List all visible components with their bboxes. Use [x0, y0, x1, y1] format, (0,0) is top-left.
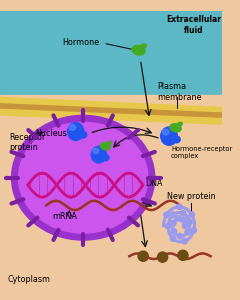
Ellipse shape	[173, 136, 180, 143]
Circle shape	[171, 220, 176, 226]
Circle shape	[180, 211, 186, 216]
Text: mRNA: mRNA	[53, 212, 78, 221]
Circle shape	[175, 216, 181, 221]
Ellipse shape	[161, 127, 177, 145]
Polygon shape	[0, 104, 222, 119]
Text: Extracellular
fluid: Extracellular fluid	[167, 15, 222, 34]
Circle shape	[177, 204, 182, 210]
Circle shape	[171, 229, 177, 234]
Ellipse shape	[170, 124, 181, 132]
Circle shape	[170, 236, 176, 242]
Circle shape	[178, 233, 183, 239]
Ellipse shape	[162, 129, 169, 135]
Ellipse shape	[12, 116, 155, 240]
Text: Nucleus: Nucleus	[35, 129, 67, 138]
Text: New protein: New protein	[167, 192, 216, 201]
Ellipse shape	[132, 46, 145, 55]
Circle shape	[178, 250, 188, 260]
Ellipse shape	[68, 123, 84, 140]
Text: DNA: DNA	[145, 179, 162, 188]
Text: Plasma
membrane: Plasma membrane	[157, 82, 202, 101]
Ellipse shape	[102, 154, 109, 161]
Circle shape	[187, 219, 192, 224]
Circle shape	[164, 212, 169, 218]
Ellipse shape	[93, 148, 99, 154]
Bar	[0, 11, 222, 104]
Ellipse shape	[91, 146, 106, 163]
Ellipse shape	[107, 142, 111, 145]
Circle shape	[182, 238, 187, 244]
Circle shape	[165, 224, 171, 229]
Ellipse shape	[100, 143, 110, 150]
Text: Receptor
protein: Receptor protein	[9, 133, 46, 152]
Circle shape	[157, 252, 168, 262]
Ellipse shape	[69, 124, 76, 130]
Bar	[0, 94, 222, 289]
Polygon shape	[0, 97, 222, 113]
Ellipse shape	[79, 131, 87, 138]
Circle shape	[191, 228, 197, 233]
Ellipse shape	[177, 122, 182, 126]
Text: Hormone-receptor
complex: Hormone-receptor complex	[171, 146, 232, 159]
Text: Cytoplasm: Cytoplasm	[7, 275, 50, 284]
Polygon shape	[0, 110, 222, 124]
Text: Hormone: Hormone	[63, 38, 100, 47]
Circle shape	[185, 230, 191, 235]
Circle shape	[181, 217, 186, 223]
Ellipse shape	[141, 44, 146, 48]
Circle shape	[138, 251, 148, 261]
Circle shape	[182, 223, 188, 229]
Ellipse shape	[18, 122, 148, 233]
Circle shape	[170, 212, 176, 218]
Circle shape	[189, 212, 194, 217]
